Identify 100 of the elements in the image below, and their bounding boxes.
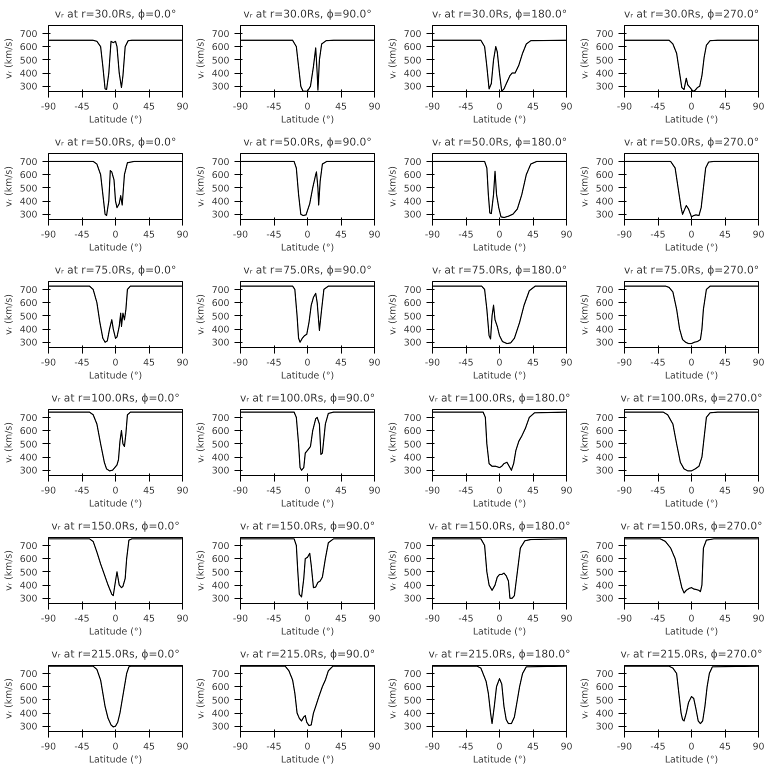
y-tick-label: 600	[596, 426, 614, 438]
y-tick-label: 700	[212, 284, 230, 296]
y-tick-label: 600	[212, 554, 230, 566]
x-tick-label: -90	[616, 742, 632, 752]
x-tick-label: -45	[458, 486, 474, 496]
x-tick-label: -90	[616, 486, 632, 496]
chart-title: vᵣ at r=50.0Rs, ϕ=180.0°	[432, 136, 568, 148]
y-axis-title: vᵣ (km/s)	[580, 166, 591, 207]
y-axis-title: vᵣ (km/s)	[4, 550, 15, 591]
y-axis-title: vᵣ (km/s)	[580, 422, 591, 463]
x-tick-label: 90	[560, 742, 572, 752]
y-axis-title: vᵣ (km/s)	[388, 422, 399, 463]
y-tick-label: 300	[404, 82, 422, 93]
y-tick-label: 400	[20, 196, 38, 208]
x-tick-label: -45	[266, 230, 282, 240]
x-tick-label: 0	[688, 230, 695, 240]
y-tick-label: 600	[404, 554, 422, 566]
x-tick-label: 45	[335, 358, 347, 368]
y-tick-label: 600	[404, 682, 422, 694]
y-tick-label: 700	[20, 540, 38, 552]
y-axis-title: vᵣ (km/s)	[580, 294, 591, 335]
x-tick-label: 90	[560, 102, 572, 112]
y-tick-label: 500	[596, 55, 614, 66]
chart-title: vᵣ at r=100.0Rs, ϕ=270.0°	[620, 392, 762, 404]
x-axis-title: Latitude (°)	[664, 754, 718, 766]
chart-title: vᵣ at r=30.0Rs, ϕ=180.0°	[432, 8, 568, 20]
x-tick-label: -90	[424, 614, 440, 624]
y-tick-label: 300	[20, 594, 38, 605]
y-tick-label: 500	[212, 55, 230, 66]
x-tick-label: 90	[176, 102, 188, 112]
x-tick-label: -90	[616, 614, 632, 624]
y-tick-label: 600	[404, 426, 422, 438]
x-tick-label: 45	[719, 742, 731, 752]
y-tick-label: 400	[212, 324, 230, 336]
x-tick-label: -90	[424, 742, 440, 752]
y-tick-label: 400	[212, 196, 230, 208]
x-axis-title: Latitude (°)	[88, 114, 142, 126]
y-axis-title: vᵣ (km/s)	[388, 550, 399, 591]
y-tick-label: 400	[212, 452, 230, 464]
x-tick-label: 90	[560, 614, 572, 624]
x-axis-title: Latitude (°)	[88, 754, 142, 766]
x-tick-label: -45	[74, 486, 90, 496]
y-tick-label: 500	[212, 183, 230, 194]
x-axis-title: Latitude (°)	[88, 498, 142, 510]
y-tick-label: 700	[596, 540, 614, 552]
x-tick-label: -90	[40, 742, 56, 752]
y-tick-label: 400	[212, 580, 230, 592]
y-axis-title: vᵣ (km/s)	[388, 38, 399, 79]
chart-title: vᵣ at r=30.0Rs, ϕ=0.0°	[54, 8, 176, 20]
y-tick-label: 300	[404, 722, 422, 733]
y-tick-label: 700	[596, 412, 614, 424]
y-tick-label: 600	[404, 298, 422, 310]
x-tick-label: 45	[719, 614, 731, 624]
chart-title: vᵣ at r=100.0Rs, ϕ=180.0°	[428, 392, 570, 404]
x-tick-label: 45	[335, 742, 347, 752]
y-tick-label: 400	[20, 708, 38, 720]
y-axis-title: vᵣ (km/s)	[388, 678, 399, 719]
x-axis-title: Latitude (°)	[280, 242, 334, 254]
x-tick-label: 90	[752, 742, 764, 752]
x-tick-label: -45	[458, 742, 474, 752]
x-tick-label: -45	[74, 742, 90, 752]
y-tick-label: 300	[596, 210, 614, 221]
y-tick-label: 700	[20, 28, 38, 40]
x-tick-label: 0	[496, 230, 503, 240]
y-axis-title: vᵣ (km/s)	[4, 38, 15, 79]
y-axis-title: vᵣ (km/s)	[580, 678, 591, 719]
y-tick-label: 500	[20, 695, 38, 706]
x-tick-label: 90	[560, 486, 572, 496]
x-tick-label: -45	[650, 230, 666, 240]
chart-title: vᵣ at r=75.0Rs, ϕ=0.0°	[54, 264, 176, 276]
y-tick-label: 700	[212, 540, 230, 552]
x-tick-label: -45	[74, 614, 90, 624]
y-tick-label: 500	[404, 183, 422, 194]
x-tick-label: 0	[496, 358, 503, 368]
x-tick-label: -45	[650, 742, 666, 752]
y-axis-title: vᵣ (km/s)	[388, 294, 399, 335]
x-tick-label: 90	[752, 230, 764, 240]
x-tick-label: 45	[527, 102, 539, 112]
x-tick-label: 90	[368, 486, 380, 496]
y-tick-label: 500	[596, 567, 614, 578]
chart-title: vᵣ at r=50.0Rs, ϕ=0.0°	[54, 136, 176, 148]
x-tick-label: -45	[458, 358, 474, 368]
x-tick-label: 90	[176, 358, 188, 368]
x-tick-label: -90	[232, 742, 248, 752]
x-tick-label: -45	[266, 486, 282, 496]
x-axis-title: Latitude (°)	[472, 370, 526, 382]
y-tick-label: 400	[404, 452, 422, 464]
x-axis-title: Latitude (°)	[664, 114, 718, 126]
x-tick-label: -45	[458, 102, 474, 112]
y-tick-label: 300	[596, 594, 614, 605]
chart-title: vᵣ at r=100.0Rs, ϕ=90.0°	[240, 392, 376, 404]
y-tick-label: 600	[596, 170, 614, 182]
x-tick-label: 0	[688, 358, 695, 368]
y-tick-label: 400	[20, 580, 38, 592]
x-tick-label: -90	[40, 486, 56, 496]
x-tick-label: -90	[424, 102, 440, 112]
chart-title: vᵣ at r=150.0Rs, ϕ=0.0°	[51, 520, 180, 532]
y-tick-label: 500	[404, 695, 422, 706]
y-tick-label: 700	[596, 28, 614, 40]
x-tick-label: 0	[496, 614, 503, 624]
